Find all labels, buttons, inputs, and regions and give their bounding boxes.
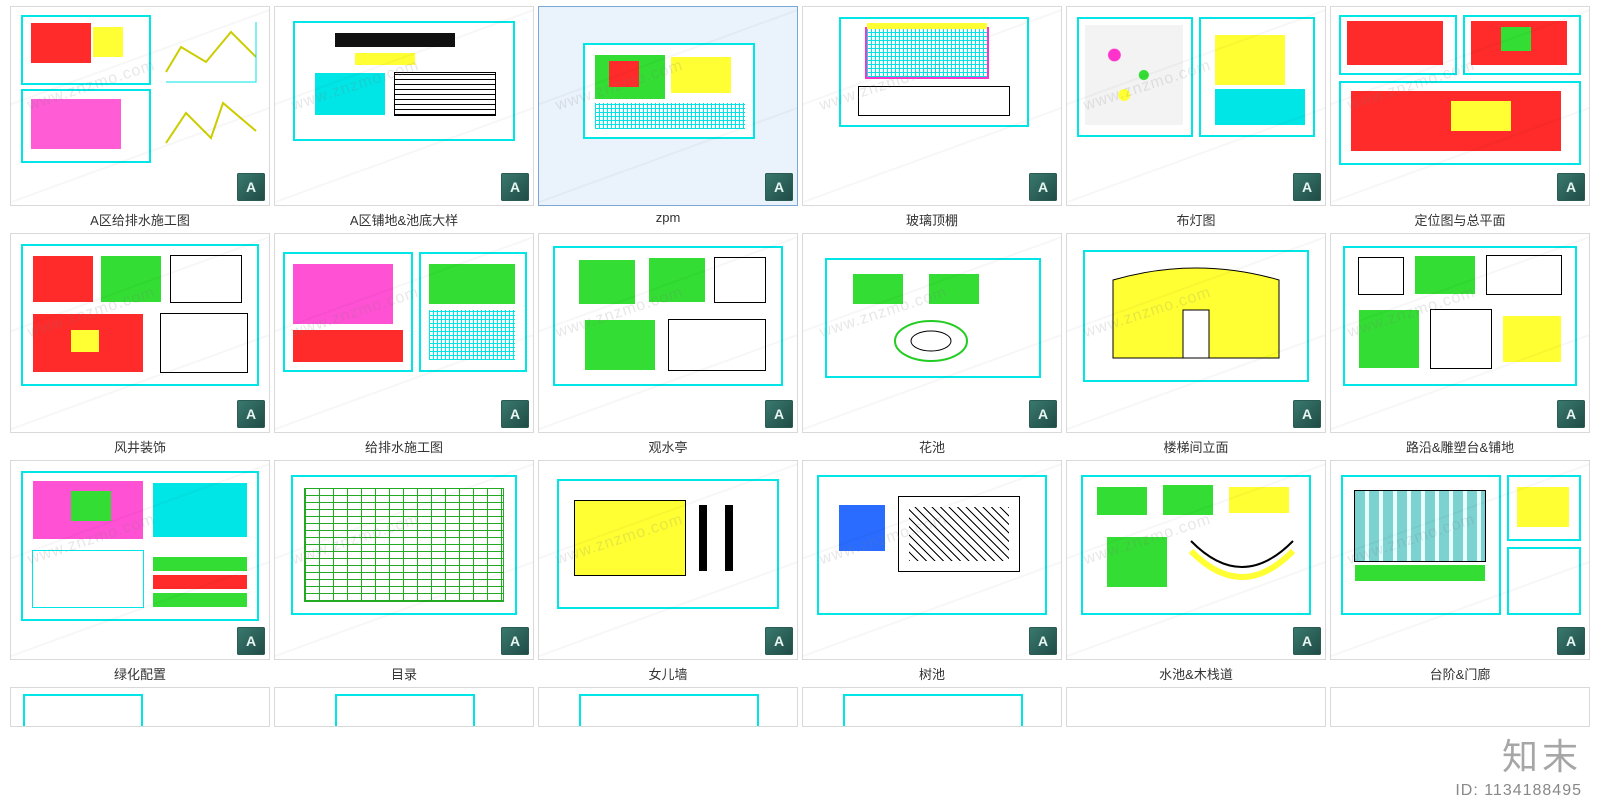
file-label: 台阶&门廊 xyxy=(1430,664,1491,683)
file-thumbnail[interactable]: A xyxy=(802,233,1062,433)
file-thumbnail[interactable]: A xyxy=(274,233,534,433)
file-label: 给排水施工图 xyxy=(365,437,443,456)
autocad-icon: A xyxy=(1293,627,1321,655)
file-thumbnail[interactable] xyxy=(10,687,270,727)
file-thumbnail[interactable]: A xyxy=(1330,233,1590,433)
file-thumbnail[interactable]: A xyxy=(10,233,270,433)
file-cell[interactable]: A 女儿墙 xyxy=(538,460,798,683)
file-label: 楼梯间立面 xyxy=(1163,437,1228,456)
file-label: 布灯图 xyxy=(1176,210,1215,229)
autocad-icon: A xyxy=(765,627,793,655)
file-cell[interactable]: A A区铺地&池底大样 xyxy=(274,6,534,229)
file-label: 树池 xyxy=(919,664,945,683)
file-thumbnail[interactable]: A xyxy=(274,6,534,206)
file-label: A区铺地&池底大样 xyxy=(350,210,458,229)
file-label: zpm xyxy=(656,210,681,225)
file-cell[interactable]: A 绿化配置 xyxy=(10,460,270,683)
file-cell[interactable] xyxy=(538,687,798,727)
file-cell[interactable]: A A区给排水施工图 xyxy=(10,6,270,229)
file-thumbnail[interactable]: A xyxy=(1330,460,1590,660)
file-thumbnail[interactable]: A xyxy=(10,6,270,206)
autocad-icon: A xyxy=(1029,400,1057,428)
autocad-icon: A xyxy=(1293,173,1321,201)
file-cell[interactable] xyxy=(274,687,534,727)
file-thumbnail[interactable] xyxy=(274,687,534,727)
file-thumbnail[interactable]: A xyxy=(10,460,270,660)
file-label: 观水亭 xyxy=(648,437,687,456)
autocad-icon: A xyxy=(237,400,265,428)
file-cell[interactable]: A zpm xyxy=(538,6,798,229)
file-thumbnail[interactable] xyxy=(802,687,1062,727)
autocad-icon: A xyxy=(1029,627,1057,655)
file-cell[interactable]: A 路沿&雕塑台&铺地 xyxy=(1330,233,1590,456)
brand-watermark: 知末 xyxy=(1502,728,1582,780)
autocad-icon: A xyxy=(237,627,265,655)
autocad-icon: A xyxy=(765,173,793,201)
file-cell[interactable]: A 定位图与总平面 xyxy=(1330,6,1590,229)
file-cell[interactable] xyxy=(802,687,1062,727)
file-cell[interactable]: A 给排水施工图 xyxy=(274,233,534,456)
file-thumbnail[interactable]: A xyxy=(1330,6,1590,206)
autocad-icon: A xyxy=(1557,173,1585,201)
autocad-icon: A xyxy=(765,400,793,428)
file-thumbnail[interactable]: A xyxy=(538,233,798,433)
file-thumbnail[interactable]: A xyxy=(538,6,798,206)
file-cell[interactable]: A 观水亭 xyxy=(538,233,798,456)
file-thumbnail[interactable] xyxy=(1330,687,1590,727)
file-cell[interactable]: A 花池 xyxy=(802,233,1062,456)
file-label: 花池 xyxy=(919,437,945,456)
file-label: 风井装饰 xyxy=(114,437,166,456)
file-cell[interactable]: A 风井装饰 xyxy=(10,233,270,456)
autocad-icon: A xyxy=(1293,400,1321,428)
file-thumbnail[interactable]: A xyxy=(538,460,798,660)
thumbnail-grid: A A区给排水施工图 A A区铺地&池底大样 A zpm xyxy=(0,0,1600,733)
file-cell[interactable]: A 楼梯间立面 xyxy=(1066,233,1326,456)
file-thumbnail[interactable]: A xyxy=(802,460,1062,660)
file-label: 绿化配置 xyxy=(114,664,166,683)
autocad-icon: A xyxy=(501,173,529,201)
file-thumbnail[interactable]: A xyxy=(274,460,534,660)
file-label: 女儿墙 xyxy=(648,664,687,683)
file-thumbnail[interactable]: A xyxy=(1066,6,1326,206)
file-thumbnail[interactable]: A xyxy=(1066,460,1326,660)
file-cell[interactable]: A 树池 xyxy=(802,460,1062,683)
autocad-icon: A xyxy=(501,400,529,428)
autocad-icon: A xyxy=(1557,627,1585,655)
brand-id: ID: 1134188495 xyxy=(1455,782,1582,800)
file-thumbnail[interactable] xyxy=(1066,687,1326,727)
file-label: 目录 xyxy=(391,664,417,683)
file-label: 路沿&雕塑台&铺地 xyxy=(1406,437,1514,456)
file-cell[interactable] xyxy=(1330,687,1590,727)
file-cell[interactable]: A 水池&木栈道 xyxy=(1066,460,1326,683)
file-cell[interactable] xyxy=(1066,687,1326,727)
file-thumbnail[interactable]: A xyxy=(1066,233,1326,433)
file-cell[interactable]: A 目录 xyxy=(274,460,534,683)
file-label: A区给排水施工图 xyxy=(90,210,190,229)
file-cell[interactable] xyxy=(10,687,270,727)
file-label: 水池&木栈道 xyxy=(1159,664,1233,683)
file-thumbnail[interactable] xyxy=(538,687,798,727)
file-thumbnail[interactable]: A xyxy=(802,6,1062,206)
autocad-icon: A xyxy=(1029,173,1057,201)
autocad-icon: A xyxy=(237,173,265,201)
autocad-icon: A xyxy=(501,627,529,655)
file-cell[interactable]: A 台阶&门廊 xyxy=(1330,460,1590,683)
file-label: 玻璃顶棚 xyxy=(906,210,958,229)
file-cell[interactable]: A 玻璃顶棚 xyxy=(802,6,1062,229)
file-label: 定位图与总平面 xyxy=(1414,210,1505,229)
autocad-icon: A xyxy=(1557,400,1585,428)
file-cell[interactable]: A 布灯图 xyxy=(1066,6,1326,229)
